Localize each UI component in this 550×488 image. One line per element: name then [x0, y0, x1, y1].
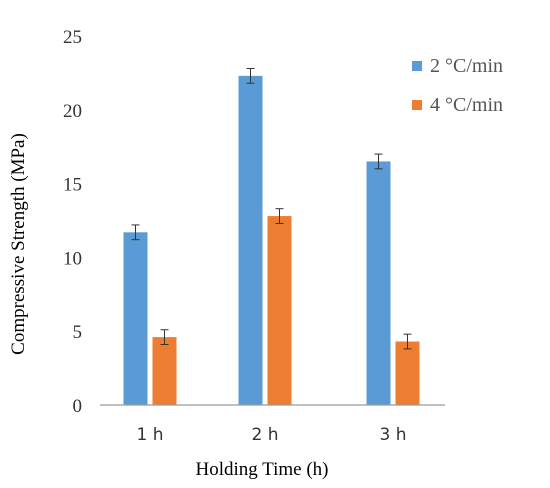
bar-series2-1: [152, 337, 177, 405]
x-tick-label: 3 h: [380, 425, 407, 445]
x-tick-label: 2 h: [252, 425, 279, 445]
error-bars-group: [131, 67, 412, 350]
bar-series1-3: [366, 161, 391, 405]
bar-series1-1: [123, 232, 148, 405]
y-tick-label: 20: [63, 101, 82, 122]
legend-swatch: [412, 100, 422, 110]
bar-series2-3: [395, 341, 420, 405]
y-tick-labels: 0 5 10 15 20 25: [63, 27, 82, 417]
bar-series1-2: [238, 75, 263, 406]
error-bar: [275, 208, 284, 224]
y-axis-title: Compressive Strength (MPa): [8, 133, 29, 355]
error-bar: [374, 153, 383, 170]
legend: 2 °C/min 4 °C/min: [412, 55, 503, 116]
bars-group: [123, 75, 420, 406]
x-tick-labels: 1 h 2 h 3 h: [137, 425, 407, 445]
legend-label: 2 °C/min: [430, 55, 503, 77]
error-bar: [246, 67, 255, 84]
legend-label: 4 °C/min: [430, 94, 503, 116]
y-tick-label: 5: [73, 322, 83, 343]
y-tick-label: 25: [63, 27, 82, 48]
x-axis-title: Holding Time (h): [195, 459, 328, 480]
error-bar: [131, 224, 140, 241]
legend-swatch: [412, 61, 422, 71]
x-tick-label: 1 h: [137, 425, 164, 445]
error-bar: [403, 333, 412, 350]
y-tick-label: 15: [63, 175, 82, 196]
bar-series2-2: [267, 216, 292, 405]
error-bar: [160, 329, 169, 345]
y-tick-label: 0: [73, 396, 83, 417]
y-tick-label: 10: [63, 248, 82, 269]
